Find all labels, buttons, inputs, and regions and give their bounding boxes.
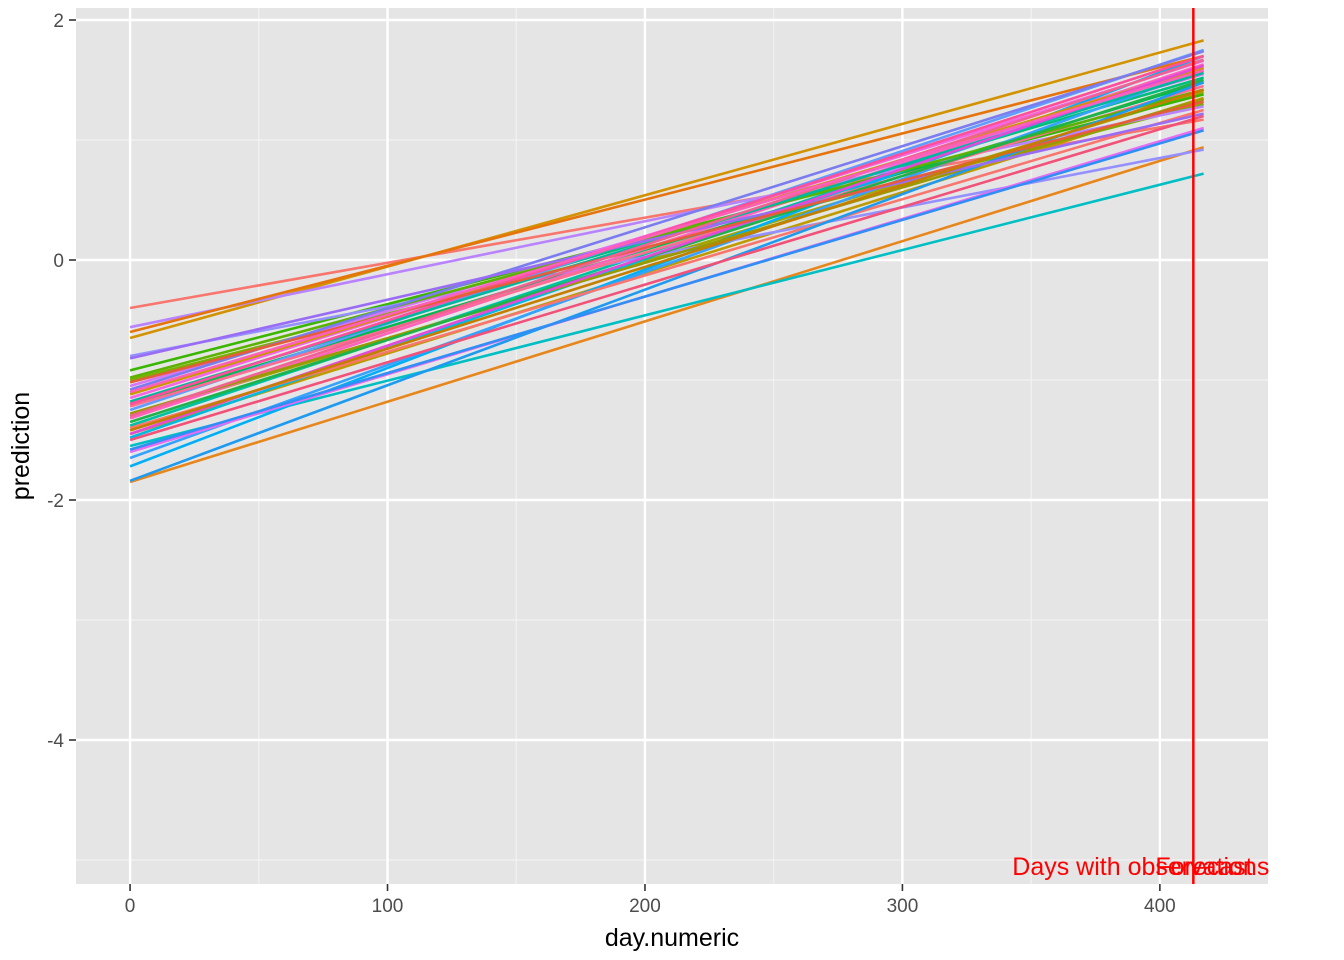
x-tick-label: 200 — [629, 896, 661, 917]
annotation-days-with-observations: Days with observations — [1012, 853, 1269, 881]
x-axis-ticks: 0 100 200 300 400 — [125, 884, 1176, 917]
series-line-s31 — [129, 129, 1205, 451]
x-tick-label: 400 — [1144, 896, 1176, 917]
series-line-s36 — [129, 114, 1205, 442]
series-line-s40 — [129, 69, 1205, 394]
series-line-s17 — [129, 105, 1204, 329]
y-axis-ticks: -4 -2 0 2 — [47, 11, 76, 752]
y-tick-label: 2 — [53, 11, 64, 32]
series-line-s11 — [129, 172, 1204, 448]
y-tick-label: -2 — [47, 491, 64, 512]
series-line-s26 — [129, 97, 1205, 415]
series-line-s02 — [129, 145, 1205, 484]
series-lines — [129, 39, 1205, 484]
x-tick-label: 300 — [887, 896, 919, 917]
series-line-s14 — [129, 69, 1205, 460]
grid-major — [76, 8, 1268, 884]
x-tick-label: 0 — [125, 896, 136, 917]
x-tick-label: 100 — [372, 896, 404, 917]
series-line-s03 — [129, 39, 1204, 340]
series-line-s38 — [129, 88, 1205, 432]
panel-background — [76, 8, 1268, 884]
series-line-s32 — [129, 49, 1205, 391]
series-line-s37 — [129, 100, 1204, 384]
x-axis-title: day.numeric — [605, 924, 739, 952]
series-line-s22 — [129, 84, 1205, 408]
series-line-s23 — [129, 108, 1205, 430]
y-tick-label: 0 — [53, 251, 64, 272]
y-axis-title: prediction — [7, 392, 35, 500]
series-line-s33 — [129, 112, 1204, 360]
series-line-s39 — [129, 58, 1205, 418]
y-tick-label: -4 — [47, 731, 64, 752]
series-line-s24 — [129, 54, 1204, 334]
annotation-forecast: Forecast — [1155, 853, 1252, 881]
